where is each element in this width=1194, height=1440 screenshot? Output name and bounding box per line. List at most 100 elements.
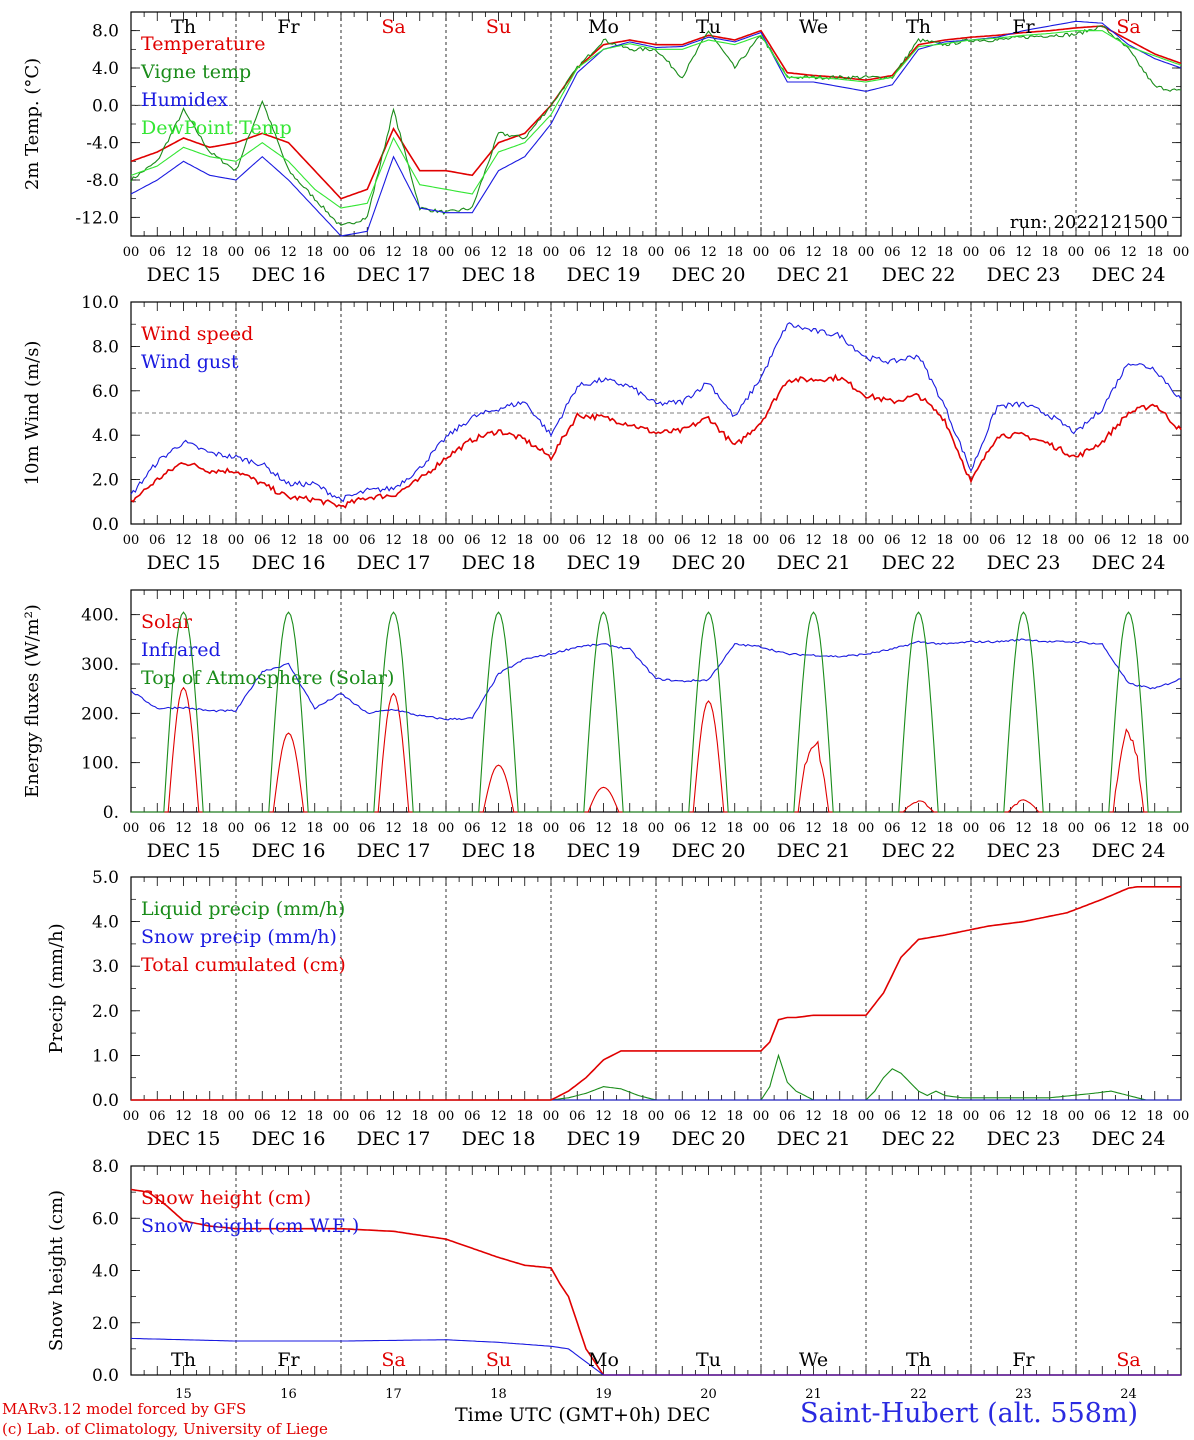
day-label: DEC 17 bbox=[357, 264, 431, 286]
day-label: DEC 16 bbox=[252, 552, 326, 574]
day-number-label: 17 bbox=[385, 1387, 402, 1400]
day-label: DEC 22 bbox=[882, 552, 956, 574]
x-tick-label: 00 bbox=[1173, 1109, 1190, 1124]
x-tick-label: 12 bbox=[280, 533, 297, 548]
x-tick-label: 18 bbox=[306, 245, 323, 260]
weekday-label: Tu bbox=[696, 16, 721, 38]
x-tick-label: 00 bbox=[1173, 533, 1190, 548]
x-tick-label: 12 bbox=[595, 821, 612, 836]
x-tick-label: 06 bbox=[779, 1109, 796, 1124]
y-tick-label: 4.0 bbox=[92, 426, 119, 446]
x-tick-label: 06 bbox=[1094, 533, 1111, 548]
x-tick-label: 06 bbox=[989, 245, 1006, 260]
day-label: DEC 18 bbox=[462, 552, 536, 574]
x-tick-label: 18 bbox=[516, 821, 533, 836]
x-tick-label: 18 bbox=[936, 1109, 953, 1124]
x-tick-label: 18 bbox=[411, 821, 428, 836]
x-tick-label: 00 bbox=[648, 245, 665, 260]
weekday-label: Th bbox=[171, 16, 196, 38]
x-tick-label: 00 bbox=[438, 245, 455, 260]
x-tick-label: 06 bbox=[884, 1109, 901, 1124]
x-tick-label: 00 bbox=[963, 821, 980, 836]
x-tick-label: 06 bbox=[254, 245, 271, 260]
x-tick-label: 18 bbox=[411, 1109, 428, 1124]
x-tick-label: 06 bbox=[1094, 821, 1111, 836]
x-tick-label: 00 bbox=[1173, 821, 1190, 836]
x-tick-label: 18 bbox=[306, 533, 323, 548]
x-tick-label: 12 bbox=[1120, 245, 1137, 260]
day-number-label: 23 bbox=[1015, 1387, 1032, 1400]
x-tick-label: 18 bbox=[936, 821, 953, 836]
y-tick-label: 6.0 bbox=[92, 382, 119, 402]
run-label: run: 2022121500 bbox=[1010, 212, 1168, 233]
y-tick-label: 400. bbox=[81, 606, 119, 626]
x-tick-label: 00 bbox=[648, 1109, 665, 1124]
x-tick-label: 00 bbox=[963, 1109, 980, 1124]
x-tick-label: 18 bbox=[1146, 533, 1163, 548]
x-tick-label: 06 bbox=[989, 821, 1006, 836]
x-tick-label: 00 bbox=[753, 821, 770, 836]
x-tick-label: 00 bbox=[963, 533, 980, 548]
station-title: Saint-Hubert (alt. 558m) bbox=[800, 1398, 1139, 1429]
x-tick-label: 00 bbox=[228, 533, 245, 548]
x-tick-label: 00 bbox=[648, 821, 665, 836]
x-tick-label: 12 bbox=[1120, 821, 1137, 836]
legend-entry: Vigne temp bbox=[140, 61, 251, 83]
x-tick-label: 12 bbox=[805, 533, 822, 548]
x-tick-label: 00 bbox=[333, 821, 350, 836]
x-tick-label: 06 bbox=[1094, 245, 1111, 260]
legend-entry: Humidex bbox=[141, 89, 228, 111]
x-tick-label: 12 bbox=[1015, 821, 1032, 836]
x-tick-label: 12 bbox=[175, 245, 192, 260]
x-tick-label: 06 bbox=[989, 1109, 1006, 1124]
weekday-label: Sa bbox=[1116, 1349, 1140, 1371]
x-tick-label: 18 bbox=[411, 533, 428, 548]
x-tick-label: 12 bbox=[910, 1109, 927, 1124]
x-tick-label: 06 bbox=[569, 821, 586, 836]
day-label: DEC 18 bbox=[462, 264, 536, 286]
day-label: DEC 22 bbox=[882, 840, 956, 862]
day-label: DEC 19 bbox=[567, 840, 641, 862]
x-tick-label: 06 bbox=[779, 245, 796, 260]
x-tick-label: 00 bbox=[123, 533, 140, 548]
x-tick-label: 00 bbox=[438, 1109, 455, 1124]
x-tick-label: 00 bbox=[1068, 1109, 1085, 1124]
x-tick-label: 00 bbox=[858, 821, 875, 836]
x-tick-label: 18 bbox=[831, 821, 848, 836]
day-label: DEC 15 bbox=[147, 840, 221, 862]
day-label: DEC 21 bbox=[777, 840, 851, 862]
x-tick-label: 06 bbox=[1094, 1109, 1111, 1124]
y-axis-label: Precip (mm/h) bbox=[46, 923, 67, 1053]
x-tick-label: 18 bbox=[516, 533, 533, 548]
x-tick-label: 12 bbox=[1120, 1109, 1137, 1124]
legend-entry: Solar bbox=[141, 611, 193, 633]
weekday-label: Fr bbox=[277, 1349, 300, 1371]
series-line-3 bbox=[130, 30, 1182, 209]
day-number-label: 18 bbox=[490, 1387, 507, 1400]
y-tick-label: 8.0 bbox=[92, 22, 119, 42]
day-label: DEC 20 bbox=[672, 264, 746, 286]
y-axis-label: 2m Temp. (°C) bbox=[22, 58, 43, 190]
legend-entry: Snow height (cm) bbox=[141, 1187, 311, 1209]
x-tick-label: 06 bbox=[884, 245, 901, 260]
weekday-label: Fr bbox=[1012, 1349, 1035, 1371]
x-tick-label: 00 bbox=[333, 533, 350, 548]
x-tick-label: 06 bbox=[674, 1109, 691, 1124]
x-tick-label: 00 bbox=[333, 1109, 350, 1124]
y-tick-label: 2.0 bbox=[92, 471, 119, 491]
x-tick-label: 06 bbox=[569, 533, 586, 548]
weekday-label: Th bbox=[171, 1349, 196, 1371]
day-label: DEC 19 bbox=[567, 552, 641, 574]
x-tick-label: 18 bbox=[831, 245, 848, 260]
y-tick-label: 10.0 bbox=[81, 293, 119, 313]
x-tick-label: 06 bbox=[779, 821, 796, 836]
legend-entry: Temperature bbox=[141, 33, 265, 55]
x-tick-label: 00 bbox=[753, 245, 770, 260]
day-label: DEC 24 bbox=[1092, 264, 1166, 286]
y-tick-label: 0.0 bbox=[92, 96, 119, 116]
x-tick-label: 18 bbox=[621, 1109, 638, 1124]
weekday-label: Sa bbox=[381, 1349, 405, 1371]
x-tick-label: 18 bbox=[201, 1109, 218, 1124]
day-label: DEC 15 bbox=[147, 1128, 221, 1150]
x-tick-label: 12 bbox=[1120, 533, 1137, 548]
